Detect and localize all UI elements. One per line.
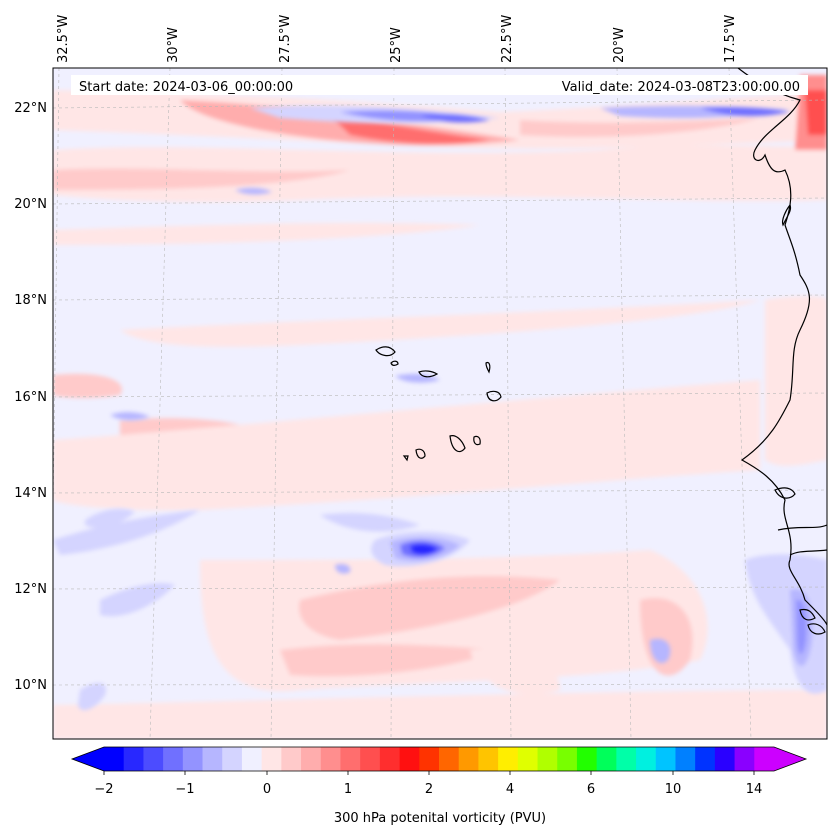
colorbar-tick-label: 6	[587, 782, 595, 797]
colorbar-swatch	[222, 747, 243, 771]
colorbar-swatch	[261, 747, 282, 771]
colorbar-swatch	[655, 747, 676, 771]
colorbar-swatch	[104, 747, 125, 771]
colorbar-swatch	[537, 747, 558, 771]
colorbar-swatch	[616, 747, 637, 771]
start-date-label: Start date: 2024-03-06_00:00:00	[79, 80, 293, 95]
latitude-labels: 22°N 20°N 18°N 16°N 14°N 12°N 10°N	[14, 101, 47, 693]
colorbar-tick-label: −2	[94, 782, 113, 797]
colorbar-swatch	[301, 747, 322, 771]
colorbar-tick-label: 0	[263, 782, 271, 797]
colorbar-tick-label: 1	[344, 782, 352, 797]
colorbar-swatch	[163, 747, 184, 771]
valid-date-label: Valid_date: 2024-03-08T23:00:00.00	[562, 80, 800, 95]
graticule	[53, 68, 827, 739]
colorbar-swatch	[754, 747, 775, 771]
colorbar-swatch	[734, 747, 755, 771]
lat-label: 18°N	[14, 293, 47, 308]
map-panel	[53, 68, 827, 739]
colorbar-extend-over	[774, 747, 806, 771]
colorbar-swatch	[557, 747, 578, 771]
colorbar-swatch	[458, 747, 479, 771]
colorbar-swatch	[596, 747, 617, 771]
map-frame	[52, 67, 828, 740]
colorbar	[70, 746, 808, 775]
lon-label: 27.5°W	[278, 15, 293, 63]
colorbar-swatch	[379, 747, 401, 771]
colorbar-swatch	[399, 747, 420, 771]
lat-label: 16°N	[14, 390, 47, 405]
colorbar-swatch	[439, 747, 460, 771]
lon-label: 20°W	[612, 27, 627, 63]
colorbar-swatch	[143, 747, 164, 771]
colorbar-swatch	[340, 747, 361, 771]
longitude-labels: 32.5°W 30°W 27.5°W 25°W 22.5°W 20°W 17.5…	[56, 15, 738, 63]
lon-label: 17.5°W	[723, 15, 738, 63]
colorbar-swatch	[320, 747, 341, 771]
colorbar-swatch	[281, 747, 302, 771]
colorbar-swatch	[695, 747, 716, 771]
colorbar-swatch	[123, 747, 144, 771]
lon-label: 32.5°W	[56, 15, 71, 63]
colorbar-tick-label: 4	[506, 782, 514, 797]
colorbar-swatch	[478, 747, 499, 771]
colorbar-swatch	[241, 747, 263, 771]
colorbar-swatch	[419, 747, 440, 771]
lon-label: 30°W	[166, 27, 181, 63]
lat-label: 12°N	[14, 582, 47, 597]
colorbar-ticks: −2 −1 0 1 2 4 6 10 14	[94, 782, 762, 797]
colorbar-swatch	[498, 747, 519, 771]
coastline	[375, 68, 827, 635]
lon-label: 25°W	[389, 27, 404, 63]
colorbar-swatch	[636, 747, 657, 771]
colorbar-swatch	[202, 747, 223, 771]
colorbar-swatch	[576, 747, 598, 771]
colorbar-swatch	[517, 747, 539, 771]
lat-label: 10°N	[14, 678, 47, 693]
lon-label: 22.5°W	[500, 15, 515, 63]
colorbar-tick-label: −1	[175, 782, 194, 797]
lat-label: 14°N	[14, 486, 47, 501]
colorbar-tick-label: 2	[425, 782, 433, 797]
colorbar-tick-label: 14	[746, 782, 763, 797]
date-banner	[71, 75, 808, 95]
lat-label: 22°N	[14, 101, 47, 116]
colorbar-outline	[70, 746, 808, 772]
colorbar-swatch	[675, 747, 696, 771]
colorbar-swatch	[360, 747, 381, 771]
pv-contours-negative	[53, 105, 827, 711]
lat-label: 20°N	[14, 197, 47, 212]
pv-contours-positive	[53, 75, 827, 739]
colorbar-title: 300 hPa potenital vorticity (PVU)	[334, 811, 546, 826]
colorbar-extend-under	[72, 747, 104, 771]
colorbar-swatch	[182, 747, 204, 771]
colorbar-tick-label: 10	[665, 782, 682, 797]
colorbar-swatch	[714, 747, 736, 771]
